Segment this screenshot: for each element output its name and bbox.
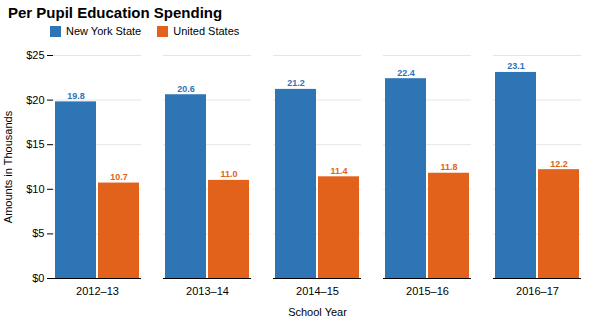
svg-text:$20: $20 <box>26 94 44 106</box>
svg-text:23.1: 23.1 <box>507 61 525 71</box>
svg-text:10.7: 10.7 <box>110 172 128 182</box>
svg-text:$25: $25 <box>26 49 44 61</box>
svg-text:2012–13: 2012–13 <box>76 285 119 297</box>
svg-text:$15: $15 <box>26 138 44 150</box>
svg-text:11.8: 11.8 <box>440 162 457 172</box>
svg-text:$0: $0 <box>32 272 44 284</box>
svg-text:20.6: 20.6 <box>177 84 195 94</box>
svg-text:21.2: 21.2 <box>287 78 305 88</box>
svg-text:2016–17: 2016–17 <box>516 285 559 297</box>
svg-text:$10: $10 <box>26 183 44 195</box>
svg-text:School Year: School Year <box>288 306 347 318</box>
svg-text:2014–15: 2014–15 <box>296 285 339 297</box>
svg-text:2015–16: 2015–16 <box>406 285 449 297</box>
svg-text:11.0: 11.0 <box>220 169 237 179</box>
html-text:New York State: New York State <box>66 25 142 37</box>
svg-text:11.4: 11.4 <box>330 166 347 176</box>
svg-text:2013–14: 2013–14 <box>186 285 229 297</box>
html-text:United States: United States <box>173 25 240 37</box>
svg-text:19.8: 19.8 <box>67 91 85 101</box>
html-text:Per Pupil Education Spending: Per Pupil Education Spending <box>8 4 223 21</box>
svg-text:12.2: 12.2 <box>550 159 568 169</box>
svg-text:Amounts in Thousands: Amounts in Thousands <box>2 110 14 223</box>
svg-text:$5: $5 <box>32 227 44 239</box>
svg-text:22.4: 22.4 <box>397 68 415 78</box>
